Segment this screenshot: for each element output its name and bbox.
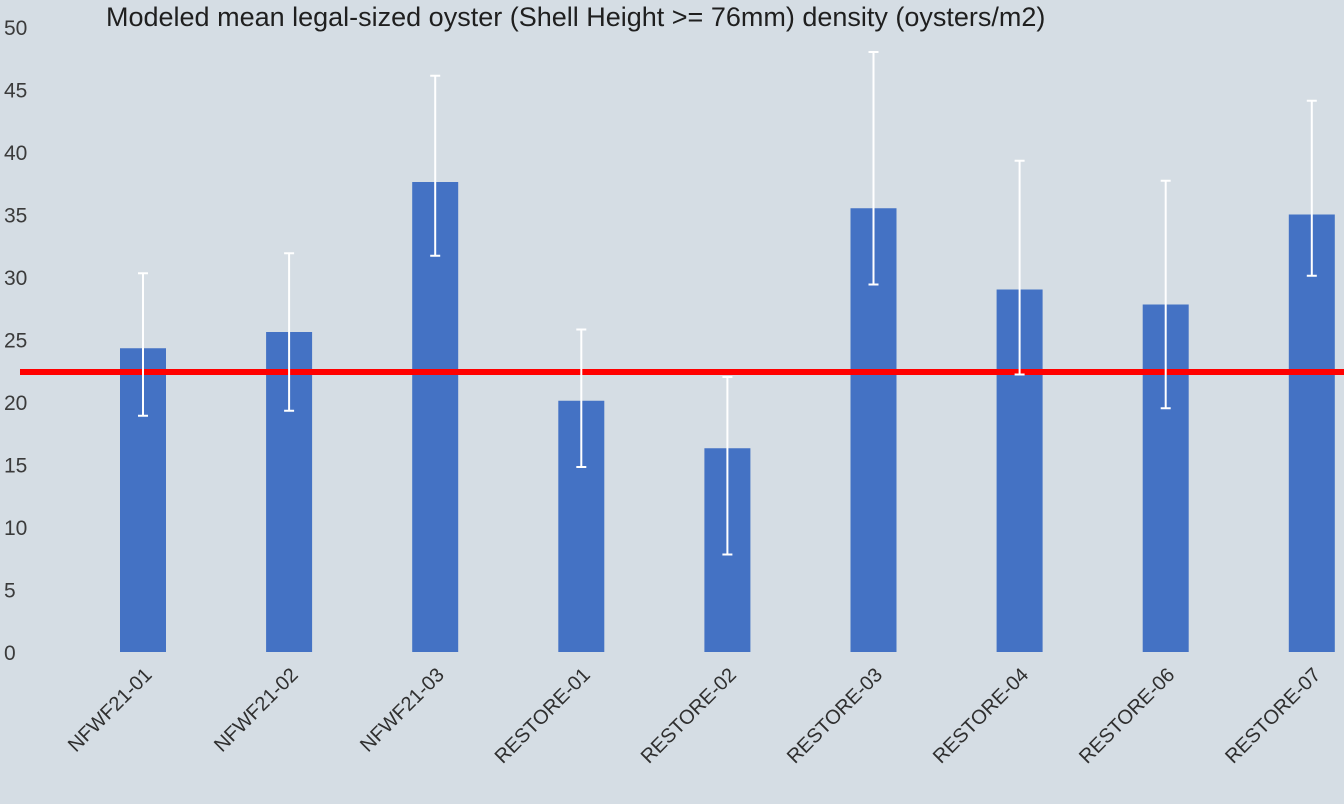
y-tick-label: 25	[4, 330, 27, 353]
y-tick-label: 5	[4, 580, 16, 603]
y-tick-label: 40	[4, 142, 27, 165]
y-axis-ticks: 0 5 10 15 20 25 30 35 40 45 50	[4, 17, 27, 665]
x-tick-label: NFWF21-03	[356, 664, 449, 757]
y-tick-label: 30	[4, 267, 27, 290]
y-tick-label: 50	[4, 17, 27, 40]
y-tick-label: 15	[4, 455, 27, 478]
x-tick-label: RESTORE-06	[1075, 664, 1179, 768]
x-tick-label: RESTORE-02	[637, 664, 741, 768]
y-tick-label: 45	[4, 80, 27, 103]
y-tick-label: 20	[4, 392, 27, 415]
bar	[1289, 215, 1335, 653]
chart-title: Modeled mean legal-sized oyster (Shell H…	[106, 2, 1045, 32]
y-tick-label: 35	[4, 205, 27, 228]
x-tick-label: RESTORE-03	[783, 664, 887, 768]
y-tick-label: 0	[4, 642, 16, 665]
x-tick-label: NFWF21-02	[210, 664, 303, 757]
x-tick-label: RESTORE-01	[491, 664, 595, 768]
y-tick-label: 10	[4, 517, 27, 540]
x-tick-label: NFWF21-01	[64, 664, 157, 757]
x-tick-label: RESTORE-04	[929, 664, 1033, 768]
error-bars	[138, 52, 1317, 555]
x-axis-labels: NFWF21-01 NFWF21-02 NFWF21-03 RESTORE-01 RES…	[64, 664, 1325, 768]
x-tick-label: RESTORE-07	[1221, 664, 1325, 768]
